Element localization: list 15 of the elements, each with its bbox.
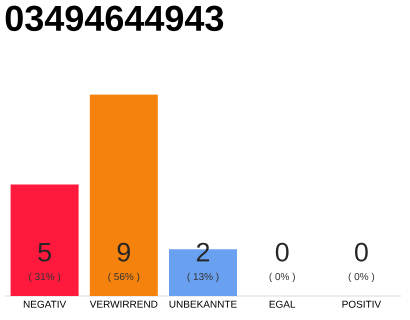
data-label: ( 0% ) [269,272,295,282]
annotation: 0 [276,242,289,262]
data-label: ( 56% ) [108,272,140,282]
data-label: ( 31% ) [29,272,60,282]
x-tick-label: EGAL [270,300,296,308]
x-tick-label: VERWIRREND [90,300,158,308]
x-tick-label: POSITIV [342,300,382,308]
data-label: ( 13% ) [188,272,218,282]
annotation: 9 [118,242,130,262]
annotation: 5 [38,242,51,262]
chart-title: 03494644943 [6,6,224,32]
x-tick-label: UNBEKANNTE [170,300,237,308]
data-label: ( 0% ) [348,272,374,282]
annotation: 0 [355,242,368,262]
x-tick-label: NEGATIV [24,300,66,308]
